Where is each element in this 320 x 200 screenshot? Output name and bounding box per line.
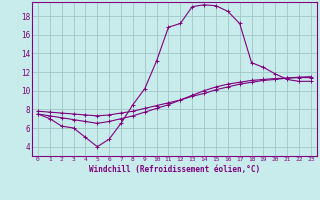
X-axis label: Windchill (Refroidissement éolien,°C): Windchill (Refroidissement éolien,°C) bbox=[89, 165, 260, 174]
